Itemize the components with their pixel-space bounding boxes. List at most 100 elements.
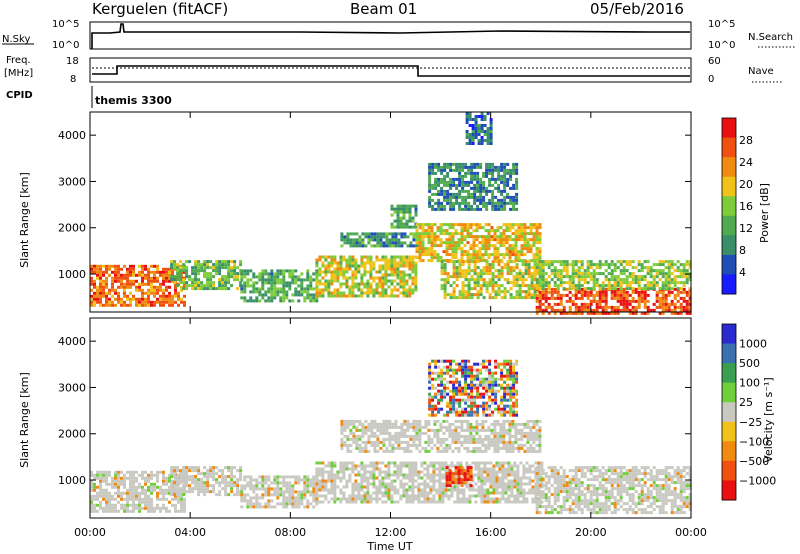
data-cell	[179, 469, 183, 473]
data-cell	[255, 281, 259, 285]
data-cell	[102, 282, 105, 286]
data-cell	[339, 258, 343, 262]
data-cell	[592, 308, 596, 312]
data-cell	[446, 260, 450, 264]
data-cell	[448, 223, 452, 227]
data-cell	[147, 506, 150, 510]
data-cell	[457, 238, 461, 242]
data-cell	[351, 470, 355, 474]
data-cell	[497, 201, 501, 205]
data-cell	[485, 207, 489, 211]
data-cell	[550, 287, 554, 291]
data-cell	[411, 255, 415, 259]
data-cell	[464, 278, 468, 282]
data-cell	[514, 244, 518, 248]
data-cell	[514, 250, 518, 254]
data-cell	[469, 440, 473, 444]
data-cell	[243, 496, 247, 500]
data-cell	[622, 305, 626, 309]
data-cell	[661, 263, 665, 267]
data-cell	[230, 266, 234, 270]
data-cell	[279, 281, 283, 285]
data-cell	[426, 494, 430, 498]
data-cell	[487, 238, 491, 242]
data-cell	[670, 290, 674, 294]
data-cell	[586, 293, 590, 297]
data-cell	[243, 475, 247, 479]
data-cell	[439, 226, 443, 230]
data-cell	[610, 305, 614, 309]
data-cell	[468, 112, 472, 115]
data-cell	[438, 476, 442, 480]
data-cell	[221, 266, 225, 270]
data-cell	[224, 478, 228, 482]
data-cell	[522, 467, 526, 471]
data-cell	[533, 296, 537, 300]
data-cell	[499, 428, 503, 432]
data-cell	[285, 281, 289, 285]
data-cell	[412, 440, 416, 444]
data-cell	[315, 296, 319, 300]
data-cell	[399, 464, 403, 468]
data-cell	[264, 502, 268, 506]
data-cell	[497, 287, 501, 291]
data-cell	[461, 198, 465, 202]
data-cell	[441, 500, 445, 504]
data-cell	[456, 500, 460, 504]
data-cell	[403, 419, 407, 423]
data-cell	[541, 293, 545, 297]
data-cell	[438, 473, 442, 477]
data-cell	[159, 288, 162, 292]
data-cell	[147, 303, 150, 307]
data-cell	[159, 270, 162, 274]
data-cell	[165, 273, 168, 277]
data-cell	[240, 499, 244, 503]
data-cell	[303, 484, 307, 488]
data-cell	[270, 278, 274, 282]
data-cell	[123, 509, 126, 513]
data-cell	[96, 276, 99, 280]
data-cell	[443, 266, 447, 270]
data-cell	[480, 467, 484, 471]
data-cell	[440, 189, 444, 193]
data-cell	[473, 183, 477, 187]
data-cell	[108, 264, 111, 268]
data-cell	[658, 287, 662, 291]
data-cell	[476, 204, 480, 208]
data-cell	[399, 497, 403, 501]
data-cell	[233, 275, 237, 279]
data-cell	[206, 263, 210, 267]
data-cell	[484, 434, 488, 438]
data-cell	[414, 282, 418, 286]
data-cell	[176, 284, 180, 288]
data-cell	[504, 485, 508, 489]
data-cell	[491, 272, 495, 276]
data-cell	[282, 481, 286, 485]
data-cell	[384, 258, 388, 262]
data-cell	[171, 497, 174, 501]
data-cell	[637, 296, 641, 300]
data-cell	[427, 434, 431, 438]
data-cell	[433, 223, 437, 227]
data-cell	[470, 287, 474, 291]
data-cell	[171, 303, 174, 307]
data-cell	[489, 479, 493, 483]
data-cell	[529, 229, 533, 233]
data-cell	[433, 443, 437, 447]
data-cell	[168, 300, 171, 304]
data-cell	[99, 491, 102, 495]
data-cell	[321, 276, 325, 280]
data-cell	[685, 311, 689, 315]
data-cell	[384, 294, 388, 298]
data-cell	[336, 497, 340, 501]
data-cell	[518, 269, 522, 273]
data-cell	[586, 296, 590, 300]
nsky-trace	[91, 23, 690, 49]
data-cell	[385, 425, 389, 429]
data-cell	[418, 437, 422, 441]
data-cell	[396, 267, 400, 271]
data-cell	[510, 500, 514, 504]
data-cell	[327, 255, 331, 259]
data-cell	[457, 232, 461, 236]
